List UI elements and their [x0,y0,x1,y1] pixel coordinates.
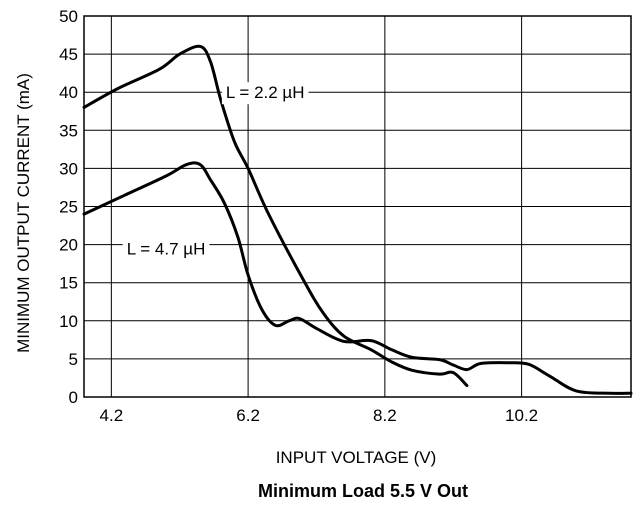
grid [83,15,632,398]
x-tick-label: 10.2 [505,406,538,425]
y-tick-label: 0 [69,388,78,407]
tick-layer: 0 5 10 15 20 25 30 35 40 45 50 4.2 6.2 8.2 10.2 [59,7,538,425]
series-layer [82,44,633,395]
chart-caption: Minimum Load 5.5 V Out [258,481,468,501]
y-tick-label: 15 [59,274,78,293]
y-tick-label: 25 [59,198,78,217]
y-tick-label: 5 [69,350,78,369]
y-tick-label: 40 [59,83,78,102]
y-tick-label: 50 [59,7,78,26]
x-tick-label: 6.2 [236,406,260,425]
series-line-2 [82,161,633,395]
annotation-background [122,238,210,261]
y-tick-label: 35 [59,121,78,140]
annotation-background [221,82,309,105]
series-line-1 [82,44,469,388]
series-annotation-1: L = 2.2 µH [226,83,305,102]
x-tick-label: 8.2 [373,406,397,425]
plot-frame [83,15,632,398]
x-axis-title: INPUT VOLTAGE (V) [276,448,437,467]
y-axis-title: MINIMUM OUTPUT CURRENT (mA) [14,73,33,353]
y-tick-label: 20 [59,236,78,255]
y-tick-label: 45 [59,45,78,64]
annotation-layer: L = 2.2 µH L = 4.7 µH [122,82,309,261]
series-annotation-2: L = 4.7 µH [127,239,206,258]
y-tick-label: 10 [59,312,78,331]
x-tick-label: 4.2 [100,406,124,425]
y-tick-label: 30 [59,159,78,178]
